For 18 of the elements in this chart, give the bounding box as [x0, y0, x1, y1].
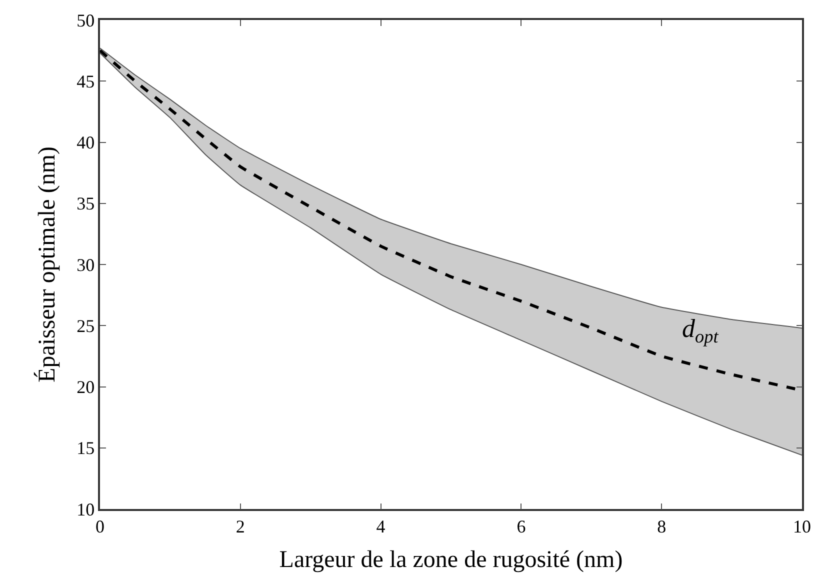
y-tick-label: 10: [76, 499, 95, 520]
x-tick-label: 2: [236, 516, 245, 536]
y-tick-label: 50: [76, 10, 95, 30]
x-tick-label: 8: [657, 516, 666, 536]
y-tick-label: 15: [76, 438, 95, 458]
y-tick-label: 30: [76, 254, 95, 275]
y-tick-label: 45: [76, 71, 95, 92]
y-tick-label: 20: [76, 377, 95, 398]
x-tick-label: 4: [376, 516, 386, 536]
y-axis-title: Épaisseur optimale (nm): [33, 146, 60, 382]
x-tick-label: 10: [793, 516, 811, 536]
x-axis-title: Largeur de la zone de rugosité (nm): [279, 547, 623, 574]
x-tick-label: 6: [516, 516, 526, 536]
y-tick-label: 25: [76, 316, 95, 336]
x-tick-label: 0: [96, 516, 104, 536]
annotation: d$_{opt}$: [682, 314, 720, 346]
y-tick-label: 35: [76, 194, 95, 214]
y-tick-label: 40: [76, 132, 95, 153]
